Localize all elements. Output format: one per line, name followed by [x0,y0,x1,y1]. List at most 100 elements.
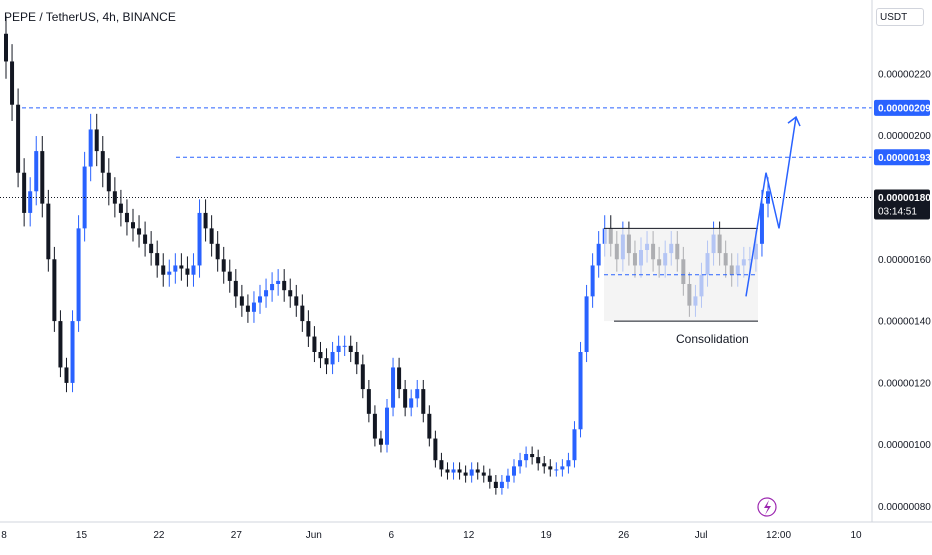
candle-body [385,407,389,445]
candle-body [22,172,27,213]
candle-body [197,212,202,266]
candle-body [391,367,396,408]
candle-body [433,438,438,461]
candle-body [378,438,383,445]
candle-body [46,203,51,260]
candle-body [10,61,15,105]
candle-body [288,290,293,297]
projection-arrow[interactable] [745,116,797,297]
annotation-layer: Consolidation [0,107,872,346]
level-193-label: 0.00000193 [878,153,931,164]
candle-body [572,429,577,461]
candle-body [4,33,8,62]
candle-body [566,460,571,467]
candle-body [330,352,335,365]
axis-labels-layer: 0.00000209 0.00000193 0.00000180 03:14:5… [874,99,931,220]
candle-body [542,463,547,467]
candle-body [270,284,275,291]
candle-body [548,466,553,470]
price-tick-label: 0.00000200 [878,131,931,142]
candle-body [94,129,99,152]
candle-body [124,212,129,223]
axis-layer: 0.00000080 0.00000100 0.00000120 0.00000140… [0,0,932,541]
candle-body [264,290,269,297]
candle-body [209,228,214,244]
candle-body [584,296,589,352]
candle-body [203,212,208,229]
candle-body [131,222,135,229]
candle-body [58,321,63,368]
candle-body [342,345,347,347]
time-tick-label: 22 [153,530,165,541]
time-tick-label: 19 [541,530,553,541]
candle-body [239,296,244,306]
flash-icon[interactable] [757,497,777,517]
candle-body [258,296,262,303]
candle-body [221,259,226,272]
candle-body [64,367,69,383]
candle-body [366,389,371,414]
level-209-label: 0.00000209 [878,103,931,114]
price-tick-label: 0.00000160 [878,255,931,266]
candle-body [300,305,305,322]
candle-body [306,321,311,337]
candle-body [76,228,81,322]
candle-body [439,460,444,470]
candle-body [251,302,256,312]
candle-body [536,457,541,464]
candle-body [161,265,166,275]
current-price-label-bg [874,189,930,220]
candle-body [70,321,75,383]
candle-body [505,475,510,482]
candle-body [469,469,474,476]
candle-body [324,358,329,365]
candle-body [457,469,462,473]
candle-body [28,191,33,213]
time-tick-label: 8 [1,530,7,541]
time-tick-label: 27 [231,530,243,541]
candle-body [118,203,123,213]
candle-body [590,265,595,297]
candle-body [475,469,480,473]
candle-body [578,352,583,430]
candle-body [397,367,402,390]
candle-body [215,243,220,260]
time-axis[interactable]: 8 15 22 27 Jun 6 12 19 26 Jul 12:00 10 [1,530,862,541]
price-tick-label: 0.00000220 [878,69,931,80]
time-tick-label: Jun [306,530,322,541]
candle-body [348,345,353,352]
current-price-label: 0.00000180 [878,193,931,204]
candle-body [445,469,450,473]
candle-body [185,268,190,275]
candle-body [88,129,93,167]
candle-body [493,481,498,488]
candle-body [336,345,341,352]
candle-body [233,280,238,297]
candle-body [759,203,764,244]
candle-body [155,253,160,266]
candle-body [512,466,516,476]
candle-body [409,398,414,408]
projection-arrow-head [787,115,801,127]
candle-body [518,460,523,467]
time-tick-label: 10 [850,530,862,541]
candle-body [463,472,468,476]
level-193-label-bg [874,149,930,166]
price-axis[interactable]: 0.00000080 0.00000100 0.00000120 0.00000140… [878,69,931,513]
candle-body [318,352,323,359]
candle-body [191,265,196,275]
candle-body [596,243,601,266]
price-tick-label: 0.00000080 [878,502,931,513]
candle-body [554,469,559,471]
candle-body [16,104,21,173]
candle-body [451,469,456,473]
symbol-title[interactable]: PEPE / TetherUS, 4h, BINANCE [4,10,176,24]
candle-body [487,475,492,482]
currency-unit-button[interactable]: USDT [876,8,924,26]
candle-body [427,413,432,439]
candle-body [149,243,154,254]
candle-body [560,466,565,470]
candle-body [524,454,529,461]
